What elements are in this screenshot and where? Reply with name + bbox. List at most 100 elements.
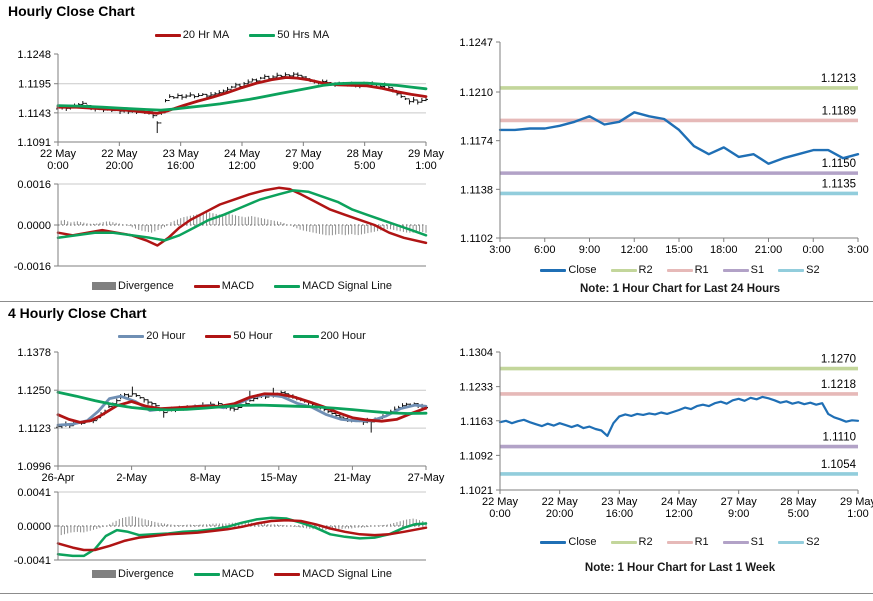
svg-text:1.1138: 1.1138 [460, 184, 493, 196]
svg-text:-0.0016: -0.0016 [14, 261, 51, 273]
legend-line-swatch [205, 334, 232, 338]
legend-label: Divergence [118, 568, 174, 580]
legend-line-swatch [778, 540, 805, 544]
legend-line-swatch [610, 540, 637, 544]
svg-text:1.1102: 1.1102 [460, 233, 493, 245]
legend-line-swatch [778, 268, 805, 272]
svg-text:1.1189: 1.1189 [822, 105, 856, 117]
svg-text:1.1210: 1.1210 [459, 87, 493, 99]
legend-item-r2: R2 [610, 264, 653, 276]
day-sr-legend: Close R2 R1 S1 S2 [500, 264, 860, 276]
legend-label: MACD [221, 280, 255, 292]
legend-item-50-hrs-ma: 50 Hrs MA [249, 29, 329, 41]
legend-label: Divergence [118, 280, 174, 292]
legend-line-swatch [722, 540, 749, 544]
fourhour-price-legend: 20 Hour 50 Hour 200 Hour [58, 330, 426, 342]
legend-item-close: Close [540, 536, 597, 548]
svg-text:1.1092: 1.1092 [459, 450, 493, 462]
svg-text:1.1213: 1.1213 [821, 73, 856, 85]
svg-text:0.0000: 0.0000 [17, 521, 51, 533]
day-sr-note: Note: 1 Hour Chart for Last 24 Hours [580, 283, 780, 295]
legend-item-macd-signal-line: MACD Signal Line [274, 280, 392, 292]
legend-label: 50 Hrs MA [277, 29, 330, 41]
legend-item-s1: S1 [722, 536, 765, 548]
fourhour-macd-chart: 0.0041 0.0000 -0.0041 [14, 487, 428, 567]
legend-item-macd: MACD [193, 568, 254, 580]
legend-line-swatch [666, 268, 693, 272]
svg-text:-0.0041: -0.0041 [14, 555, 51, 567]
legend-item-200-hour: 200 Hour [292, 330, 366, 342]
legend-label: MACD Signal Line [302, 280, 392, 292]
svg-text:1.1091: 1.1091 [17, 137, 51, 149]
hourly-section-title: Hourly Close Chart [8, 3, 135, 19]
legend-label: Close [568, 264, 597, 276]
svg-text:1.1163: 1.1163 [460, 416, 493, 428]
svg-text:21:00: 21:00 [755, 244, 783, 256]
legend-item-divergence: Divergence [92, 568, 174, 580]
svg-text:8-May: 8-May [190, 472, 221, 484]
legend-line-swatch [193, 284, 220, 288]
fourhour-section-title: 4 Hourly Close Chart [8, 305, 147, 321]
svg-text:0:00: 0:00 [803, 244, 824, 256]
legend-bar-swatch [92, 282, 117, 290]
legend-item-r1: R1 [666, 264, 709, 276]
svg-text:0.0000: 0.0000 [17, 220, 51, 232]
svg-text:9:00: 9:00 [579, 244, 600, 256]
svg-text:1.1233: 1.1233 [459, 382, 493, 394]
legend-item-s2: S2 [778, 536, 820, 548]
svg-text:15-May: 15-May [260, 472, 297, 484]
svg-text:1.1021: 1.1021 [459, 485, 493, 497]
day-sr-chart: 1.1213 1.1189 1.1150 1.1135 1.1247 1.1210 1.11… [459, 37, 868, 256]
legend-label: 50 Hour [233, 330, 273, 342]
svg-text:1.1110: 1.1110 [823, 432, 856, 444]
legend-label: S1 [750, 536, 765, 548]
svg-text:1.1143: 1.1143 [18, 108, 51, 120]
svg-text:2-May: 2-May [116, 472, 147, 484]
svg-text:1.1248: 1.1248 [17, 49, 51, 61]
svg-text:1.1054: 1.1054 [821, 459, 857, 471]
legend-label: R2 [638, 264, 653, 276]
svg-text:1.1247: 1.1247 [459, 37, 493, 49]
legend-line-swatch [666, 540, 693, 544]
section-divider [0, 301, 873, 302]
svg-text:1.1218: 1.1218 [821, 379, 856, 391]
svg-text:0.0016: 0.0016 [17, 179, 51, 191]
week-sr-chart: 1.1270 1.1218 1.1110 1.1054 1.1304 1.1233 1.11… [459, 347, 873, 520]
svg-text:1.1174: 1.1174 [460, 136, 493, 148]
legend-label: R1 [694, 536, 709, 548]
svg-text:0.0041: 0.0041 [17, 487, 51, 499]
svg-text:3:00: 3:00 [847, 244, 868, 256]
svg-text:12:00: 12:00 [620, 244, 648, 256]
legend-line-swatch [722, 268, 749, 272]
legend-item-r2: R2 [610, 536, 653, 548]
legend-line-swatch [274, 284, 301, 288]
legend-label: 20 Hour [146, 330, 186, 342]
svg-text:1.1135: 1.1135 [822, 178, 856, 190]
legend-label: MACD Signal Line [302, 568, 392, 580]
hourly-macd-legend: Divergence MACD MACD Signal Line [58, 280, 426, 292]
legend-label: R2 [638, 536, 653, 548]
legend-label: S1 [750, 264, 765, 276]
week-sr-note: Note: 1 Hour Chart for Last 1 Week [584, 562, 776, 574]
legend-line-swatch [249, 33, 276, 37]
svg-text:26-Apr: 26-Apr [41, 472, 74, 484]
svg-text:1.1378: 1.1378 [17, 347, 51, 359]
svg-text:1.1195: 1.1195 [18, 79, 51, 91]
legend-line-swatch [540, 540, 567, 544]
legend-item-macd-signal-line: MACD Signal Line [274, 568, 392, 580]
legend-line-swatch [292, 334, 319, 338]
svg-text:1.1123: 1.1123 [18, 423, 51, 435]
legend-label: S2 [806, 264, 820, 276]
legend-item-s1: S1 [722, 264, 765, 276]
svg-text:1.1304: 1.1304 [459, 347, 493, 359]
legend-line-swatch [610, 268, 637, 272]
legend-label: S2 [806, 536, 820, 548]
